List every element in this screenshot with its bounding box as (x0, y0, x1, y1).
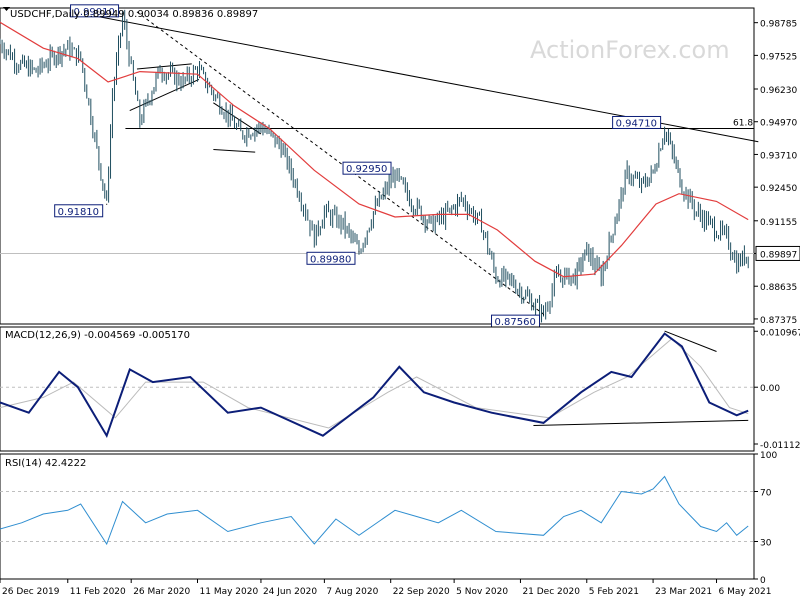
moving-average-line (0, 21, 749, 278)
x-tick-label: 7 Aug 2020 (326, 587, 378, 597)
x-tick-label: 24 Jun 2020 (263, 587, 317, 597)
y-tick-label: 0.92450 (760, 184, 797, 194)
fib-level-label: 61.8 (733, 118, 753, 128)
x-tick-label: 21 Dec 2020 (522, 587, 580, 597)
macd-title: MACD(12,26,9) -0.004569 -0.005170 (5, 330, 190, 341)
price-y-axis: 0.98785 0.97525 0.96230 0.94970 0.93710 0.924… (754, 20, 800, 326)
price-label: 0.92950 (346, 164, 387, 175)
x-axis: 26 Dec 2019 11 Feb 2020 26 Mar 2020 11 May … (0, 579, 771, 597)
trendline (129, 78, 200, 112)
price-label: 0.94710 (616, 118, 657, 129)
x-tick-label: 5 Feb 2021 (589, 587, 639, 597)
macd-trendlines (533, 330, 749, 426)
trendline (136, 63, 192, 70)
price-label-box (306, 251, 356, 265)
x-tick-label: 5 Nov 2020 (456, 587, 508, 597)
symbol-header: USDCHF,Daily 0.89949 0.90034 0.89836 0.8… (10, 9, 258, 20)
rsi-title: RSI(14) 42.4222 (5, 458, 86, 469)
macd-y-tick-label: 0.010967 (760, 328, 800, 338)
y-tick-label: 0.94970 (760, 119, 797, 129)
current-price-box (755, 245, 800, 261)
y-tick-label: 0.97525 (760, 52, 797, 62)
y-tick-label: 0.93710 (760, 151, 797, 161)
rsi-y-axis: 100 70 30 0 (754, 451, 777, 586)
macd-line (0, 332, 749, 439)
macd-trendline (533, 419, 749, 426)
macd-y-axis: 0.010967 0.00 -0.011127 (754, 328, 800, 451)
y-tick-label: 0.89897 (760, 250, 797, 260)
x-tick-label: 26 Mar 2020 (133, 587, 190, 597)
price-candles (0, 9, 749, 324)
macd-trendline (664, 330, 717, 352)
rsi-panel (0, 453, 755, 580)
y-tick-label: 0.98785 (760, 20, 797, 30)
price-label: 0.87560 (495, 317, 536, 328)
trendline (213, 149, 256, 153)
y-tick-label: 0.96230 (760, 86, 797, 96)
macd-y-tick-label: -0.011127 (760, 441, 800, 451)
macd-panel (0, 326, 755, 452)
rsi-y-tick-label: 0 (760, 576, 766, 586)
dropdown-arrow-icon[interactable] (3, 7, 10, 11)
price-label: 0.91810 (58, 207, 99, 218)
rsi-y-tick-label: 30 (760, 539, 772, 549)
price-labels: 0.99010 0.91810 0.92950 0.89980 0.87560 0.947… (54, 4, 662, 328)
x-tick-label: 23 Mar 2021 (655, 587, 712, 597)
y-tick-label: 0.87375 (760, 316, 797, 326)
x-tick-label: 26 Dec 2019 (2, 587, 60, 597)
price-label-box (342, 161, 392, 175)
y-tick-label: 0.88635 (760, 283, 797, 293)
x-tick-label: 22 Sep 2020 (393, 587, 450, 597)
x-tick-label: 6 May 2021 (719, 587, 772, 597)
price-label-box (70, 4, 120, 18)
price-label: 0.99010 (74, 7, 115, 18)
price-label-box (612, 115, 662, 129)
rsi-y-tick-label: 100 (760, 451, 777, 461)
y-tick-label: 0.91155 (760, 218, 797, 228)
price-label: 0.89980 (310, 254, 351, 265)
x-tick-label: 11 Feb 2020 (70, 587, 126, 597)
trendline (136, 11, 544, 315)
macd-y-tick-label: 0.00 (760, 384, 780, 394)
rsi-line (0, 475, 749, 546)
rsi-y-tick-label: 70 (760, 489, 772, 499)
x-tick-label: 11 May 2020 (200, 587, 259, 597)
watermark: ActionForex.com (530, 36, 730, 64)
price-label-box (54, 204, 104, 218)
